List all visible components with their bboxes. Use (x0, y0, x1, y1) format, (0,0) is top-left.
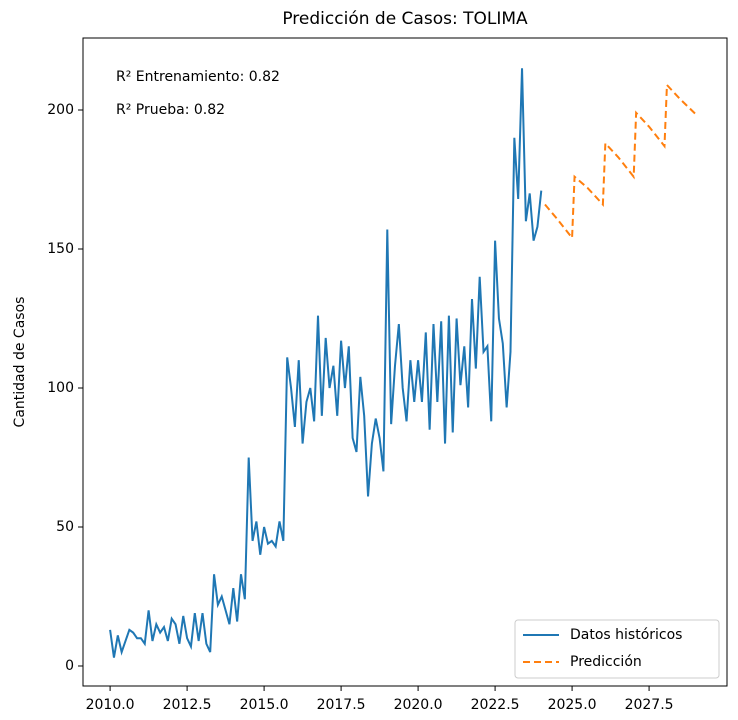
x-tick-label: 2025.0 (548, 697, 597, 713)
x-tick-label: 2027.5 (625, 697, 674, 713)
y-tick-label: 200 (47, 102, 74, 118)
x-tick-label: 2012.5 (163, 697, 212, 713)
x-tick-label: 2022.5 (471, 697, 520, 713)
legend-box (514, 619, 720, 679)
legend-label: Datos históricos (570, 627, 682, 643)
annotation: R² Entrenamiento: 0.82 (116, 69, 280, 85)
line-series (544, 82, 698, 241)
y-axis-label: Cantidad de Casos (12, 297, 28, 428)
y-tick-label: 150 (47, 241, 74, 257)
line-series (109, 68, 543, 658)
x-tick-label: 2020.0 (394, 697, 443, 713)
x-tick-label: 2017.5 (317, 697, 366, 713)
legend-label: Predicción (570, 654, 642, 670)
plot-frame (82, 37, 728, 687)
y-tick-label: 50 (56, 519, 74, 535)
x-tick-label: 2010.0 (86, 697, 135, 713)
y-tick-label: 100 (47, 380, 74, 396)
x-tick-label: 2015.0 (240, 697, 289, 713)
annotation: R² Prueba: 0.82 (116, 102, 225, 118)
chart-title: Predicción de Casos: TOLIMA (282, 9, 528, 29)
y-tick-label: 0 (65, 658, 74, 674)
